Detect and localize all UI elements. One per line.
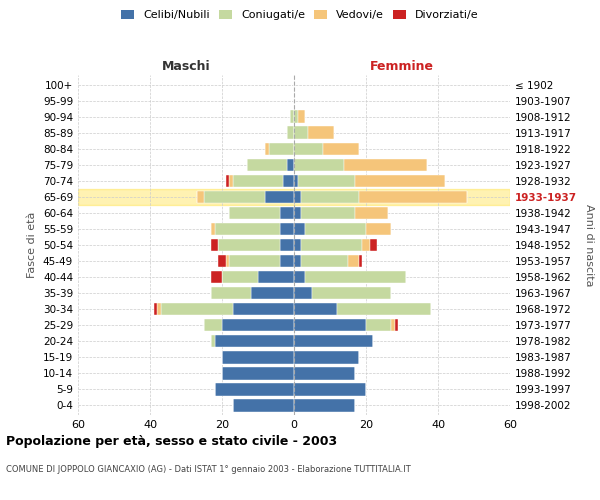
Bar [211,238,218,252]
Bar [211,335,215,347]
Bar [294,222,305,235]
Text: Femmine: Femmine [370,60,434,72]
Bar [280,222,294,235]
Bar [78,189,510,205]
Bar [294,271,305,283]
Bar [197,190,204,203]
Bar [233,174,283,187]
Bar [294,126,308,139]
Bar [294,351,359,364]
Bar [294,142,323,155]
Bar [294,383,366,396]
Bar [218,255,226,268]
Legend: Celibi/Nubili, Coniugati/e, Vedovi/e, Divorziati/e: Celibi/Nubili, Coniugati/e, Vedovi/e, Di… [117,6,483,25]
Bar [222,319,294,332]
Bar [265,190,294,203]
Bar [204,319,222,332]
Bar [294,206,301,219]
Bar [344,158,427,171]
Y-axis label: Fasce di età: Fasce di età [28,212,37,278]
Bar [355,206,388,219]
Text: COMUNE DI JOPPOLO GIANCAXIO (AG) - Dati ISTAT 1° gennaio 2003 - Elaborazione TUT: COMUNE DI JOPPOLO GIANCAXIO (AG) - Dati … [6,465,411,474]
Bar [362,238,370,252]
Bar [211,222,215,235]
Bar [294,319,366,332]
Bar [294,255,301,268]
Bar [366,319,391,332]
Bar [359,255,362,268]
Bar [294,303,337,316]
Bar [258,271,294,283]
Bar [204,190,265,203]
Bar [305,222,366,235]
Bar [215,335,294,347]
Bar [294,287,312,300]
Bar [391,319,395,332]
Text: Maschi: Maschi [161,60,211,72]
Bar [265,142,269,155]
Bar [157,303,161,316]
Bar [301,255,348,268]
Bar [370,238,377,252]
Bar [301,190,359,203]
Bar [280,206,294,219]
Bar [154,303,157,316]
Bar [229,174,233,187]
Bar [290,110,294,123]
Bar [247,158,287,171]
Bar [301,238,362,252]
Bar [301,206,355,219]
Bar [280,255,294,268]
Bar [233,303,294,316]
Bar [211,287,251,300]
Bar [287,158,294,171]
Bar [229,206,280,219]
Bar [287,126,294,139]
Bar [211,271,222,283]
Bar [308,126,334,139]
Bar [294,158,344,171]
Bar [283,174,294,187]
Bar [161,303,233,316]
Bar [348,255,359,268]
Bar [366,222,391,235]
Bar [337,303,431,316]
Bar [222,367,294,380]
Bar [226,174,229,187]
Bar [215,222,280,235]
Bar [298,174,355,187]
Bar [251,287,294,300]
Bar [312,287,391,300]
Bar [222,271,258,283]
Bar [233,399,294,411]
Bar [294,367,355,380]
Bar [395,319,398,332]
Bar [294,174,298,187]
Bar [323,142,359,155]
Bar [359,190,467,203]
Bar [294,238,301,252]
Bar [280,238,294,252]
Bar [298,110,305,123]
Bar [269,142,294,155]
Bar [222,351,294,364]
Bar [294,335,373,347]
Bar [218,238,280,252]
Y-axis label: Anni di nascita: Anni di nascita [584,204,593,286]
Bar [229,255,280,268]
Bar [226,255,229,268]
Text: Popolazione per età, sesso e stato civile - 2003: Popolazione per età, sesso e stato civil… [6,435,337,448]
Bar [294,110,298,123]
Bar [215,383,294,396]
Bar [355,174,445,187]
Bar [294,190,301,203]
Bar [305,271,406,283]
Bar [294,399,355,411]
